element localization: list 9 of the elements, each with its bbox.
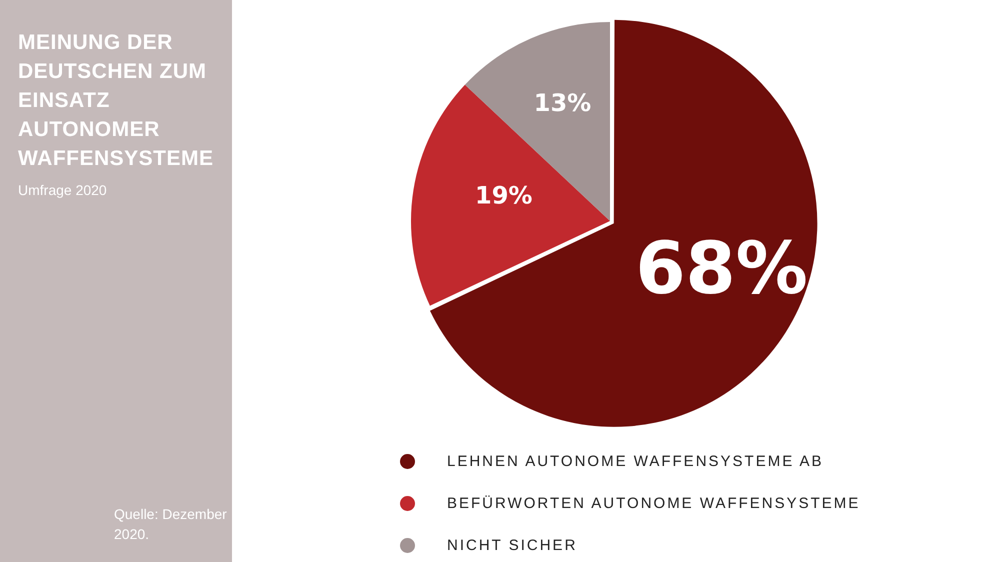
source-note: Quelle: Dezember 2020. — [114, 505, 228, 544]
text: MEINUNG DER DEUTSCHEN ZUM EINSATZ AUTONOMER WAFFENSYSTEME — [18, 30, 215, 172]
text: Umfrage 2020 — [18, 182, 107, 198]
legend-label: LEHNEN AUTONOME WAFFENSYSTEME AB — [447, 452, 824, 470]
data-label: 19% — [475, 182, 532, 210]
legend-label: BEFÜRWORTEN AUTONOME WAFFENSYSTEME — [447, 494, 860, 512]
data-label: 68% — [635, 226, 808, 310]
data-label: 13% — [534, 88, 592, 117]
legend-label: NICHT SICHER — [447, 536, 578, 554]
